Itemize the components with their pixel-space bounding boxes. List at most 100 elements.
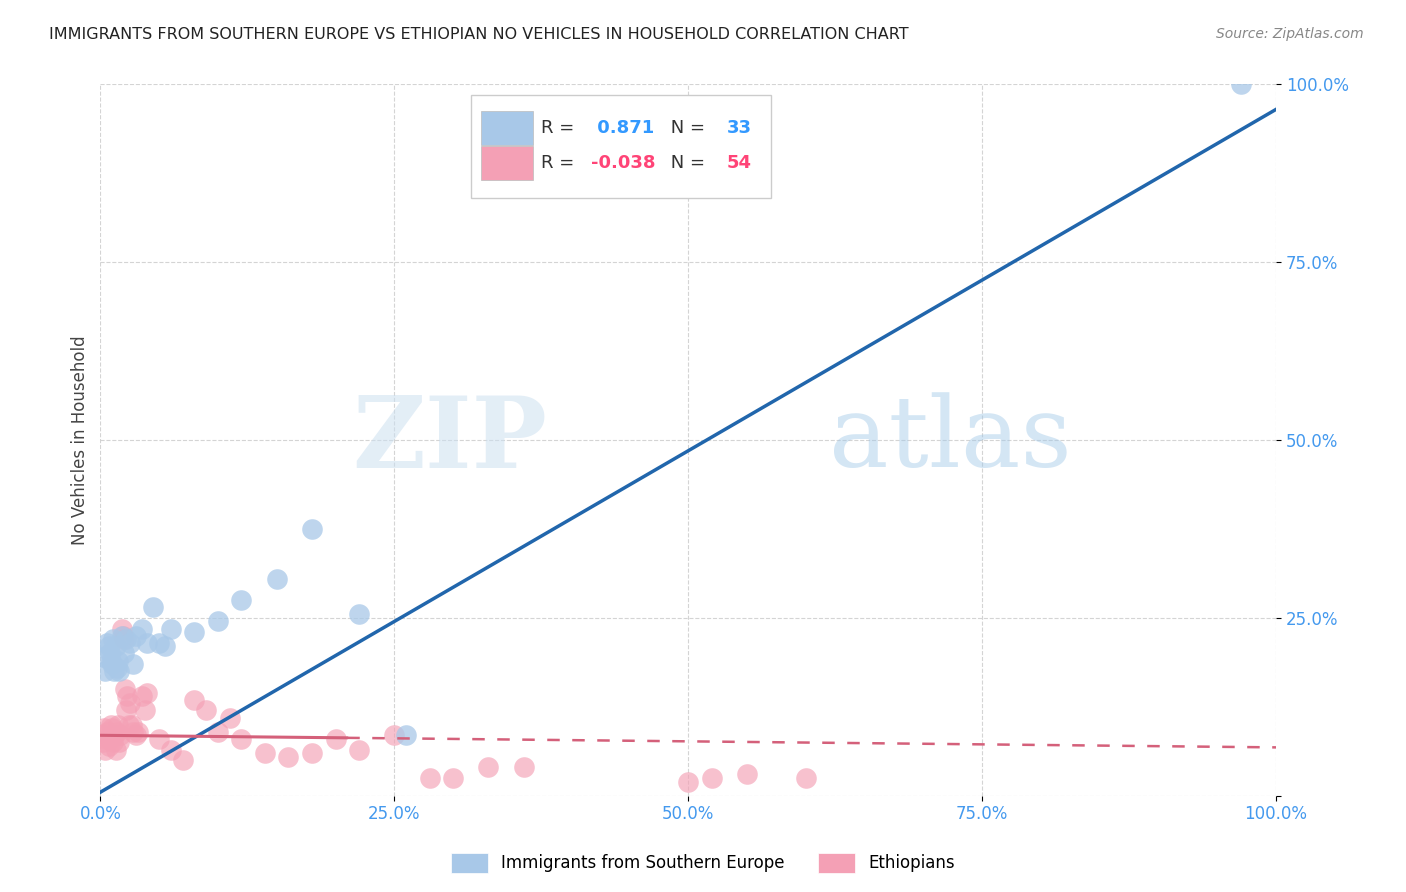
Point	[122, 724, 145, 739]
Point	[100, 654, 122, 668]
Point	[97, 640, 120, 654]
Point	[98, 647, 121, 661]
Point	[124, 629, 146, 643]
Text: ZIP: ZIP	[353, 392, 547, 489]
Point	[115, 632, 138, 647]
Point	[441, 771, 464, 785]
Point	[122, 657, 145, 672]
Point	[183, 692, 205, 706]
Point	[253, 746, 276, 760]
Point	[112, 647, 135, 661]
Point	[207, 615, 229, 629]
Point	[111, 629, 134, 643]
Text: IMMIGRANTS FROM SOUTHERN EUROPE VS ETHIOPIAN NO VEHICLES IN HOUSEHOLD CORRELATIO: IMMIGRANTS FROM SOUTHERN EUROPE VS ETHIO…	[49, 27, 908, 42]
Point	[172, 753, 194, 767]
Point	[301, 746, 323, 760]
FancyBboxPatch shape	[471, 95, 770, 198]
Point	[118, 696, 141, 710]
Point	[115, 703, 138, 717]
Point	[103, 728, 125, 742]
Point	[97, 739, 120, 753]
Point	[110, 622, 132, 636]
Point	[195, 703, 218, 717]
Point	[136, 685, 159, 699]
Point	[325, 731, 347, 746]
Point	[1230, 78, 1253, 92]
Text: atlas: atlas	[830, 392, 1071, 488]
Text: R =: R =	[541, 154, 581, 172]
Point	[101, 721, 124, 735]
Point	[301, 522, 323, 536]
Point	[395, 728, 418, 742]
Point	[183, 625, 205, 640]
Point	[419, 771, 441, 785]
Point	[103, 665, 125, 679]
Point	[96, 724, 118, 739]
Point	[105, 661, 128, 675]
FancyBboxPatch shape	[481, 146, 533, 180]
Point	[107, 654, 129, 668]
Point	[131, 622, 153, 636]
Point	[93, 721, 115, 735]
Point	[131, 689, 153, 703]
Point	[148, 731, 170, 746]
Text: R =: R =	[541, 119, 581, 136]
Point	[148, 636, 170, 650]
Point	[218, 710, 240, 724]
Point	[96, 636, 118, 650]
Point	[94, 665, 117, 679]
Point	[104, 640, 127, 654]
Point	[676, 774, 699, 789]
Text: 54: 54	[727, 154, 752, 172]
Point	[91, 650, 114, 665]
Text: -0.038: -0.038	[591, 154, 655, 172]
Point	[794, 771, 817, 785]
Point	[108, 735, 131, 749]
Point	[700, 771, 723, 785]
Point	[107, 717, 129, 731]
Point	[90, 728, 112, 742]
Point	[108, 665, 131, 679]
Point	[103, 632, 125, 647]
Point	[347, 742, 370, 756]
Point	[231, 593, 253, 607]
Text: 0.871: 0.871	[591, 119, 654, 136]
Point	[142, 600, 165, 615]
Legend: Immigrants from Southern Europe, Ethiopians: Immigrants from Southern Europe, Ethiopi…	[444, 847, 962, 880]
Point	[160, 742, 183, 756]
Point	[104, 742, 127, 756]
Point	[735, 767, 758, 781]
Point	[207, 724, 229, 739]
Point	[98, 731, 121, 746]
Point	[512, 760, 534, 774]
Point	[114, 681, 136, 696]
Point	[110, 728, 132, 742]
Point	[231, 731, 253, 746]
Point	[96, 731, 118, 746]
Point	[118, 636, 141, 650]
Point	[134, 703, 156, 717]
Text: N =: N =	[665, 154, 710, 172]
Point	[117, 689, 139, 703]
Point	[112, 632, 135, 647]
Point	[382, 728, 405, 742]
Y-axis label: No Vehicles in Household: No Vehicles in Household	[72, 335, 89, 545]
Point	[105, 724, 128, 739]
Point	[347, 607, 370, 622]
Text: N =: N =	[665, 119, 710, 136]
Point	[94, 742, 117, 756]
Point	[477, 760, 499, 774]
Point	[117, 717, 139, 731]
Point	[101, 657, 124, 672]
Point	[124, 728, 146, 742]
Point	[136, 636, 159, 650]
Point	[100, 717, 122, 731]
Point	[110, 629, 132, 643]
FancyBboxPatch shape	[481, 111, 533, 145]
Text: Source: ZipAtlas.com: Source: ZipAtlas.com	[1216, 27, 1364, 41]
Point	[103, 735, 125, 749]
Text: 33: 33	[727, 119, 752, 136]
Point	[121, 717, 143, 731]
Point	[160, 622, 183, 636]
Point	[153, 640, 176, 654]
